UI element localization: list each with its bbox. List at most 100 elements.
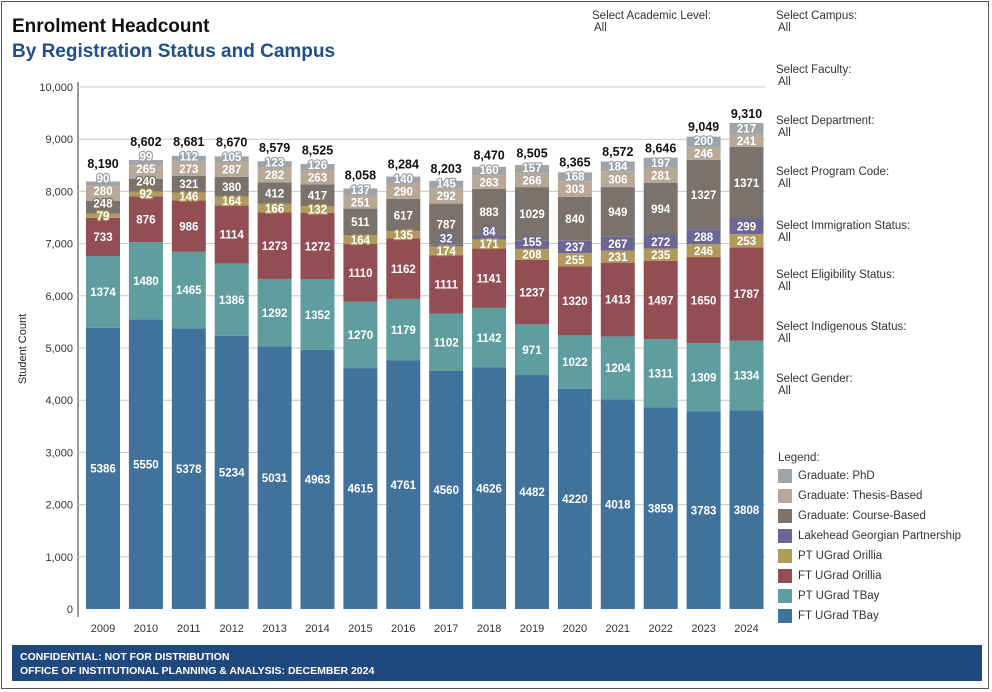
total-label: 8,681 <box>173 135 204 149</box>
bar-segment <box>557 266 592 336</box>
segment-label: 949 <box>608 207 627 219</box>
bar-segment <box>386 238 421 299</box>
segment-label: 412 <box>265 188 284 200</box>
filter-label: Select Department: <box>776 115 875 127</box>
bar-segment <box>515 187 549 241</box>
filter-gender[interactable]: Select Gender: All <box>776 373 853 397</box>
legend-swatch <box>778 569 792 583</box>
filter-value[interactable]: All <box>778 232 791 244</box>
filter-value[interactable]: All <box>778 333 791 345</box>
segment-label: 5386 <box>90 464 116 476</box>
filter-value[interactable]: All <box>778 385 791 397</box>
filter-value[interactable]: All <box>778 22 791 34</box>
filter-immigration-status[interactable]: Select Immigration Status: All <box>776 220 910 244</box>
filter-campus[interactable]: Select Campus: All <box>776 10 857 34</box>
segment-label: 511 <box>351 217 370 229</box>
x-tick-label: 2021 <box>606 623 630 635</box>
bar-segment <box>171 192 206 201</box>
bar-segment <box>300 163 335 171</box>
bar-segment <box>86 181 120 187</box>
bar-segment <box>128 165 163 179</box>
x-tick-label: 2009 <box>91 623 115 635</box>
bar-segment <box>86 327 120 609</box>
bar-segment <box>429 180 464 189</box>
bar-segment <box>600 399 635 609</box>
filter-academic-level[interactable]: Select Academic Level: All <box>592 10 711 34</box>
segment-label: 255 <box>565 255 585 267</box>
segment-label: 248 <box>93 199 113 211</box>
bar-segment <box>214 205 249 264</box>
bar-segment <box>515 240 549 249</box>
bar-segment <box>515 165 549 174</box>
filter-label: Select Academic Level: <box>592 10 711 22</box>
bar-segment <box>171 251 206 329</box>
filter-eligibility-status[interactable]: Select Eligibility Status: All <box>776 269 895 293</box>
filter-value[interactable]: All <box>778 178 791 190</box>
bar-segment <box>557 172 592 182</box>
bar-segment <box>128 191 163 197</box>
filter-value[interactable]: All <box>778 76 791 88</box>
segment-label: 380 <box>222 182 241 194</box>
segment-label: 1204 <box>605 363 631 375</box>
bar-segment <box>643 157 678 168</box>
bar-segment <box>257 161 292 168</box>
segment-label: 299 <box>737 221 756 233</box>
filter-label: Select Immigration Status: <box>776 220 911 232</box>
segment-label: 1292 <box>262 308 288 320</box>
y-tick-label: 5,000 <box>45 343 73 355</box>
legend-swatch <box>778 529 792 543</box>
segment-label: 166 <box>265 203 284 215</box>
segment-label: 267 <box>608 239 627 251</box>
legend-label: Graduate: Thesis-Based <box>798 490 923 502</box>
bar-segment <box>515 375 549 609</box>
bar-segment <box>729 134 764 147</box>
bar-segment <box>257 203 292 213</box>
bar-segment <box>600 161 635 172</box>
bar-segment <box>343 188 378 196</box>
bar-segment <box>557 181 592 197</box>
filter-value[interactable]: All <box>594 22 607 34</box>
bar-segment <box>257 212 292 279</box>
bar-segment <box>214 196 249 206</box>
segment-label: 1320 <box>562 296 588 308</box>
segment-label: 266 <box>522 175 541 187</box>
filter-program-code[interactable]: Select Program Code: All <box>776 166 889 190</box>
legend-label: PT UGrad TBay <box>798 590 880 602</box>
segment-label: 235 <box>651 250 671 262</box>
segment-label: 32 <box>440 234 453 246</box>
segment-label: 5550 <box>133 459 159 471</box>
segment-label: 145 <box>437 179 457 191</box>
bar-segment <box>472 188 507 236</box>
filter-faculty[interactable]: Select Faculty: All <box>776 64 851 88</box>
bar-segment <box>429 246 464 256</box>
bar-segment <box>86 200 120 214</box>
segment-label: 1650 <box>691 295 717 307</box>
segment-label: 1029 <box>519 209 545 221</box>
x-tick-label: 2023 <box>691 623 715 635</box>
filter-label: Select Campus: <box>776 10 858 22</box>
bar-segment <box>386 231 421 239</box>
legend-label: FT UGrad TBay <box>798 610 879 622</box>
filter-label: Select Program Code: <box>776 166 890 178</box>
bar-segment <box>643 167 678 183</box>
bar-segment <box>729 410 764 609</box>
bar-segment <box>686 147 721 160</box>
filter-indigenous-status[interactable]: Select Indigenous Status: All <box>776 321 906 345</box>
filter-value[interactable]: All <box>778 281 791 293</box>
bar-segment <box>128 159 163 166</box>
total-label: 8,203 <box>431 162 462 176</box>
filter-department[interactable]: Select Department: All <box>776 115 874 139</box>
segment-label: 112 <box>180 152 199 164</box>
filter-label: Select Eligibility Status: <box>776 269 895 281</box>
filter-value[interactable]: All <box>778 127 791 139</box>
legend-label: Lakehead Georgian Partnership <box>798 530 962 542</box>
total-label: 8,505 <box>516 146 547 160</box>
legend-swatch <box>778 489 792 503</box>
x-tick-label: 2012 <box>219 623 243 635</box>
segment-label: 272 <box>651 237 670 249</box>
bar-segment <box>472 248 507 308</box>
bar-segment <box>128 242 163 320</box>
segment-label: 135 <box>394 230 414 242</box>
segment-label: 1334 <box>734 371 760 383</box>
